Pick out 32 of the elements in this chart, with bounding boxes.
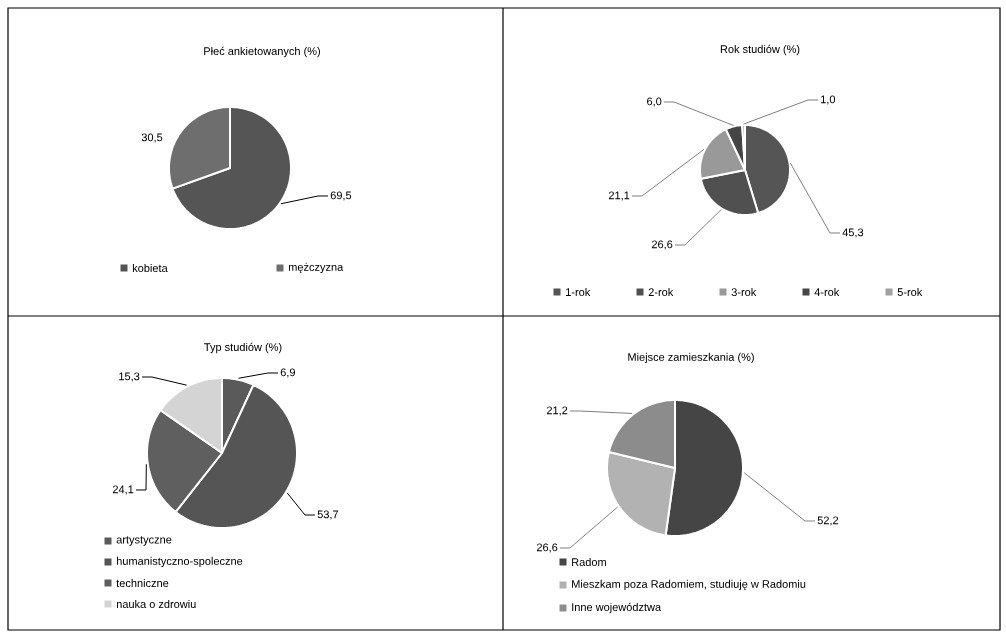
legend-label: 4-rok — [814, 287, 840, 297]
legend-label: artystyczne — [116, 536, 172, 546]
data-label: 21,1 — [608, 191, 630, 201]
data-label: 52,2 — [817, 516, 839, 526]
data-label: 1,0 — [821, 95, 836, 105]
data-label: 69,5 — [330, 191, 352, 201]
chart-title: Miejsce zamieszkania (%) — [628, 352, 754, 364]
chart-title: Typ studiów (%) — [204, 342, 282, 354]
legend-label: 3-rok — [731, 287, 757, 297]
legend-label: mężczyzna — [288, 262, 344, 274]
legend-label: kobieta — [132, 263, 168, 273]
legend-label: 1-rok — [566, 287, 591, 297]
chart-title: Rok studiów (%) — [720, 44, 800, 56]
legend-label: nauka o zdrowiu — [116, 599, 196, 609]
data-label: 6,9 — [280, 368, 295, 378]
legend-label: 5-rok — [897, 287, 923, 297]
data-label: 30,5 — [141, 133, 163, 143]
legend-label: 2-rok — [648, 287, 674, 297]
data-label: 6,0 — [647, 97, 662, 107]
data-label: 15,3 — [119, 372, 140, 382]
legend-label: humanistyczno-spoleczne — [116, 556, 243, 568]
data-label: 45,3 — [842, 228, 864, 238]
data-label: 26,6 — [651, 240, 673, 250]
legend-label: techniczne — [116, 578, 169, 588]
data-label: 53,7 — [317, 510, 339, 520]
legend-label: Inne województwa — [572, 602, 662, 614]
chart-title: Płeć ankietowanych (%) — [204, 46, 320, 58]
data-label: 26,6 — [536, 543, 558, 553]
data-label: 24,1 — [112, 485, 134, 495]
legend-label: Radom — [572, 557, 606, 567]
legend-label: Mieszkam poza Radomiem, studiuję w Radomiu — [572, 579, 806, 591]
data-label: 21,2 — [546, 406, 568, 416]
